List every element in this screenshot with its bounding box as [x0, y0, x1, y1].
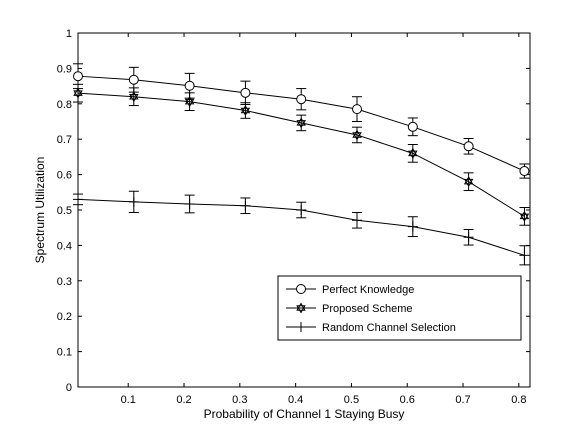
marker-hexagram: [519, 213, 530, 222]
marker-hexagram: [240, 105, 251, 114]
marker-hexagram: [240, 107, 251, 117]
marker-hexagram: [519, 210, 530, 220]
marker-hexagram: [408, 150, 418, 159]
legend: Perfect Knowledge Proposed Scheme Random C…: [277, 275, 522, 341]
series-line: [77, 92, 525, 217]
legend-box: [277, 275, 522, 341]
marker-hexagram: [296, 305, 306, 314]
x-axis-label: Probability of Channel 1 Staying Busy: [204, 407, 405, 421]
y-tick-label: 0: [66, 382, 72, 394]
marker-hexagram: [184, 96, 195, 105]
marker-hexagram: [184, 98, 195, 108]
x-tick-label: 0.7: [455, 394, 470, 406]
marker-circle: [463, 141, 474, 152]
marker-hexagram: [129, 93, 139, 103]
marker-hexagram: [463, 178, 474, 188]
x-tick-label: 0.1: [121, 394, 136, 406]
marker-hexagram: [352, 132, 362, 141]
x-tick-label: 0.6: [400, 394, 415, 406]
y-tick-label: 0.2: [57, 311, 72, 323]
marker-circle: [184, 80, 195, 91]
y-tick-label: 0.3: [57, 276, 72, 288]
marker-hexagram: [73, 90, 83, 99]
marker-hexagram: [463, 176, 474, 185]
marker-hexagram: [408, 147, 418, 157]
y-tick-label: 0.5: [57, 205, 72, 217]
marker-circle: [296, 284, 306, 294]
y-tick-label: 1: [66, 28, 72, 40]
marker-circle: [296, 94, 307, 105]
y-tick-label: 0.9: [57, 63, 72, 75]
series: [73, 63, 530, 179]
x-tick-label: 0.3: [232, 394, 247, 406]
legend-entry: Random Channel Selection: [322, 322, 456, 334]
y-axis-label: Spectrum Utilization: [33, 157, 47, 264]
marker-hexagram: [296, 120, 306, 129]
y-tick-label: 0.4: [57, 240, 72, 252]
y-tick-label: 0.6: [57, 170, 72, 182]
x-tick-label: 0.4: [288, 394, 303, 406]
marker-circle: [73, 71, 83, 82]
marker-circle: [240, 87, 251, 98]
legend-entry: Perfect Knowledge: [322, 284, 414, 296]
marker-hexagram: [129, 91, 139, 100]
y-tick-label: 0.7: [57, 134, 72, 146]
legend-entry: Proposed Scheme: [322, 303, 413, 315]
marker-hexagram: [73, 87, 83, 96]
x-tick-label: 0.8: [511, 394, 526, 406]
marker-circle: [352, 104, 363, 115]
marker-circle: [128, 74, 139, 85]
marker-circle: [407, 121, 418, 132]
series: [73, 83, 530, 226]
x-tick-label: 0.2: [176, 394, 191, 406]
marker-hexagram: [296, 302, 306, 311]
marker-circle: [519, 166, 530, 177]
y-tick-label: 0.8: [57, 99, 72, 111]
y-tick-label: 0.1: [57, 347, 72, 359]
axis-ticks: 0.1 0.2 0.3 0.4 0.5 0.6 0.7 0.8 0 0.1 0.2 0.3 0.4 0.5…: [57, 28, 530, 406]
x-tick-label: 0.5: [344, 394, 359, 406]
marker-hexagram: [352, 129, 362, 138]
series-layer: [73, 63, 530, 266]
series: [73, 190, 530, 266]
marker-hexagram: [296, 117, 306, 126]
